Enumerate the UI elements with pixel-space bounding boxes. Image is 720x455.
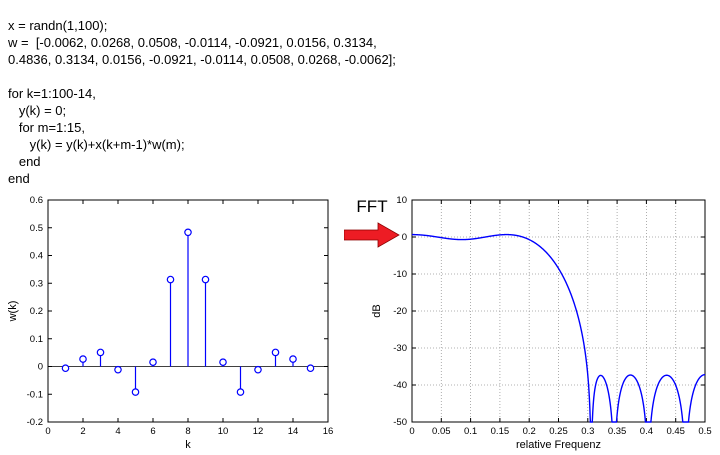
stem-marker bbox=[306, 364, 315, 373]
x-tick-label: 0.3 bbox=[581, 426, 594, 437]
y-tick-label: 0.6 bbox=[30, 195, 43, 206]
stem-marker bbox=[254, 365, 262, 374]
code-line: end bbox=[8, 171, 30, 186]
code-line: x = randn(1,100); bbox=[8, 18, 108, 33]
stem-marker bbox=[96, 348, 105, 357]
x-tick-label: 4 bbox=[115, 426, 120, 437]
stem-marker bbox=[184, 228, 192, 237]
x-tick-label: 0.2 bbox=[523, 426, 536, 437]
filter-coefficients-stem-chart: 0 2 4 6 8 10 12 14 16 -0.2 -0.1 0 0.1 0.2 0.3 0.4 0.5 0.6… bbox=[7, 195, 334, 451]
x-tick-label: 2 bbox=[80, 426, 85, 437]
x-tick-label: 16 bbox=[323, 426, 334, 437]
red-right-arrow-icon bbox=[343, 222, 400, 248]
x-tick-label: 0.5 bbox=[698, 426, 711, 437]
stem-marker bbox=[149, 358, 157, 366]
y-tick-label: -40 bbox=[393, 380, 407, 391]
y-tick-label: -0.1 bbox=[27, 389, 43, 400]
stem-marker bbox=[61, 364, 70, 373]
x-tick-label: 0.1 bbox=[464, 426, 477, 437]
stem-marker bbox=[201, 275, 210, 284]
code-line: for m=1:15, bbox=[8, 120, 85, 135]
x-tick-label: 0.35 bbox=[608, 426, 627, 437]
stem-marker bbox=[114, 365, 122, 374]
y-tick-label: -0.2 bbox=[27, 417, 43, 428]
y-tick-label: 0.3 bbox=[30, 278, 43, 289]
frequency-response-chart: 0 0.05 0.1 0.15 0.2 0.25 0.3 0.35 0.4 0.45 0.5100-… bbox=[371, 195, 712, 451]
stem-marker bbox=[131, 388, 140, 396]
x-tick-label: 6 bbox=[150, 426, 155, 437]
y-tick-label: 10 bbox=[396, 195, 407, 206]
x-tick-label: 0 bbox=[45, 426, 50, 437]
x-tick-label: 0.05 bbox=[432, 426, 451, 437]
y-tick-label: -10 bbox=[393, 269, 407, 280]
stem-marker bbox=[289, 355, 297, 363]
x-tick-label: 12 bbox=[253, 426, 264, 437]
x-tick-label: 8 bbox=[185, 426, 190, 437]
x-tick-label: 0.45 bbox=[666, 426, 685, 437]
stem-marker bbox=[166, 275, 175, 284]
x-tick-label: 0.4 bbox=[640, 426, 653, 437]
fft-arrow bbox=[343, 222, 400, 248]
y-tick-label: 0 bbox=[38, 362, 43, 373]
y-tick-label: 0.4 bbox=[30, 251, 43, 262]
fft-transform-indicator: FFT bbox=[341, 197, 403, 253]
stem-marker bbox=[219, 358, 227, 366]
code-line bbox=[8, 68, 396, 85]
x-tick-label: 0.15 bbox=[491, 426, 510, 437]
x-tick-label: 0.25 bbox=[549, 426, 568, 437]
x-tick-label: 10 bbox=[218, 426, 229, 437]
y-tick-label: -30 bbox=[393, 343, 407, 354]
code-line: w = [-0.0062, 0.0268, 0.0508, -0.0114, -… bbox=[8, 35, 377, 50]
x-axis-label: k bbox=[185, 439, 191, 451]
y-tick-label: 0.1 bbox=[30, 334, 43, 345]
y-tick-label: -20 bbox=[393, 306, 407, 317]
y-tick-label: -50 bbox=[393, 417, 407, 428]
x-tick-label: 0 bbox=[409, 426, 414, 437]
matlab-code: x = randn(1,100); w = [-0.0062, 0.0268, 0… bbox=[8, 17, 396, 187]
x-tick-label: 14 bbox=[288, 426, 299, 437]
stem-marker bbox=[79, 355, 87, 363]
x-axis-label: relative Frequenz bbox=[516, 439, 601, 451]
y-tick-label: 0.5 bbox=[30, 223, 43, 234]
y-tick-label: 0 bbox=[402, 232, 407, 243]
stem-marker bbox=[271, 348, 280, 357]
stem-marker bbox=[236, 388, 245, 396]
code-line: y(k) = y(k)+x(k+m-1)*w(m); bbox=[8, 137, 185, 152]
code-line: end bbox=[8, 154, 41, 169]
y-axis-label: dB bbox=[371, 304, 383, 317]
y-tick-label: 0.2 bbox=[30, 306, 43, 317]
code-line: y(k) = 0; bbox=[8, 103, 67, 118]
fft-label: FFT bbox=[356, 197, 388, 216]
y-axis-label: w(k) bbox=[7, 301, 19, 323]
code-line: for k=1:100-14, bbox=[8, 86, 96, 101]
frequency-response-curve bbox=[412, 233, 705, 423]
code-line: 0.4836, 0.3134, 0.0156, -0.0921, -0.0114… bbox=[8, 52, 396, 67]
